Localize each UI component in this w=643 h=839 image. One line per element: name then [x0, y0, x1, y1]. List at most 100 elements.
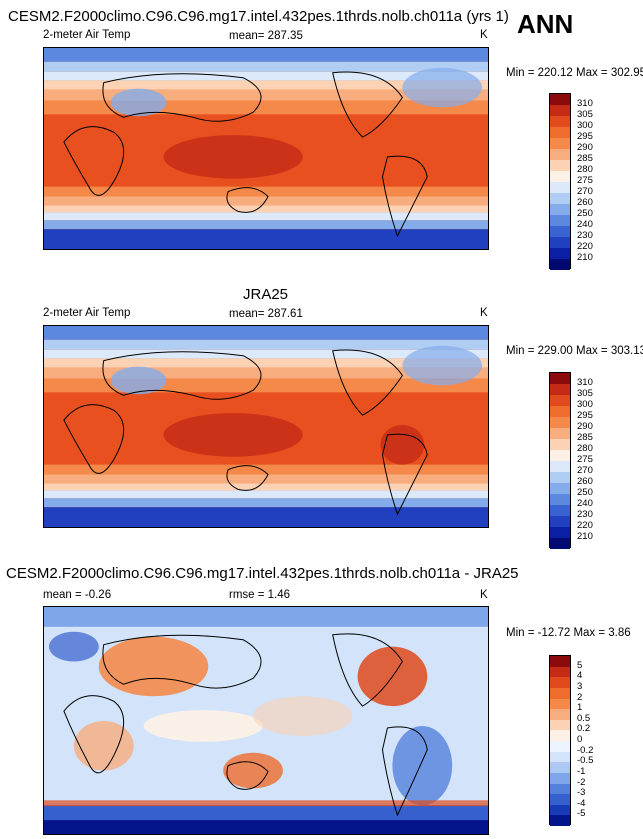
colorbar-swatch — [550, 384, 570, 395]
colorbar-swatch — [550, 127, 570, 138]
colorbar-swatch — [550, 259, 570, 270]
panel1-variable: 2-meter Air Temp — [43, 29, 131, 41]
colorbar-tick-label: 300 — [577, 120, 593, 131]
colorbar-swatch — [550, 772, 570, 784]
colorbar-tick-label: 295 — [577, 410, 593, 421]
colorbar-tick-label: 305 — [577, 388, 593, 399]
panel3-title: CESM2.F2000climo.C96.C96.mg17.intel.432p… — [6, 565, 519, 582]
colorbar-tick-label: -3 — [577, 787, 586, 799]
colorbar-swatch — [550, 237, 570, 248]
panel2-mean: mean= 287.61 — [229, 308, 303, 320]
colorbar-swatch — [550, 428, 570, 439]
colorbar-swatch — [550, 406, 570, 417]
colorbar-swatch — [550, 815, 570, 826]
colorbar-tick-label: 5 — [577, 659, 583, 671]
colorbar-swatch — [550, 105, 570, 116]
colorbar-tick-label: 260 — [577, 476, 593, 487]
colorbar-tick-label: 230 — [577, 509, 593, 520]
colorbar-swatch — [550, 527, 570, 538]
panel2-map — [43, 325, 489, 528]
colorbar-tick-label: 210 — [577, 252, 593, 263]
colorbar-swatch — [550, 709, 570, 720]
colorbar-swatch — [550, 226, 570, 237]
colorbar-tick-label: 2 — [577, 691, 583, 703]
panel2-variable: 2-meter Air Temp — [43, 307, 131, 319]
colorbar-swatch — [550, 204, 570, 215]
colorbar-swatch — [550, 171, 570, 182]
panel3-units: K — [480, 589, 488, 601]
colorbar-tick-label: 310 — [577, 98, 593, 109]
colorbar-tick-label: 270 — [577, 186, 593, 197]
colorbar-tick-label: 290 — [577, 142, 593, 153]
colorbar-tick-label: 0.2 — [577, 723, 591, 735]
colorbar-swatch — [550, 94, 570, 105]
panel2-map-field — [44, 326, 488, 527]
colorbar-tick-label: 275 — [577, 454, 593, 465]
colorbar-swatch — [550, 730, 570, 741]
colorbar-tick-label: 275 — [577, 175, 593, 186]
colorbar-tick-label: 0.5 — [577, 712, 591, 724]
panel3-map — [43, 606, 489, 835]
colorbar-tick-label: 210 — [577, 531, 593, 542]
panel3-map-field — [44, 607, 488, 834]
colorbar-tick-label: 270 — [577, 465, 593, 476]
colorbar-swatch — [550, 538, 570, 549]
colorbar-swatch — [550, 193, 570, 204]
colorbar-swatch — [550, 783, 570, 795]
colorbar-tick-label: 280 — [577, 164, 593, 175]
colorbar-swatch — [550, 116, 570, 127]
panel3-rmse: rmse = 1.46 — [229, 589, 291, 601]
colorbar-tick-label: 285 — [577, 153, 593, 164]
colorbar-swatch — [550, 248, 570, 259]
colorbar-swatch — [550, 698, 570, 710]
colorbar-tick-label: 240 — [577, 219, 593, 230]
panel1-title: CESM2.F2000climo.C96.C96.mg17.intel.432p… — [8, 8, 509, 25]
colorbar-tick-label: 220 — [577, 241, 593, 252]
colorbar-swatch — [550, 804, 570, 816]
panel1-map — [43, 47, 489, 250]
colorbar-tick-label: -2 — [577, 776, 586, 788]
panel2-units: K — [480, 307, 488, 319]
colorbar-swatch — [550, 461, 570, 472]
colorbar-swatch — [550, 395, 570, 406]
colorbar-swatch — [550, 417, 570, 428]
panel1-units: K — [480, 29, 488, 41]
colorbar-tick-label: 220 — [577, 520, 593, 531]
colorbar-tick-label: 250 — [577, 208, 593, 219]
colorbar-swatch — [550, 450, 570, 461]
colorbar-swatch — [550, 656, 570, 667]
panel2-title: JRA25 — [243, 286, 289, 303]
colorbar-swatch — [550, 138, 570, 149]
colorbar-tick-label: 250 — [577, 487, 593, 498]
colorbar-swatch — [550, 687, 570, 699]
panel1-mean: mean= 287.35 — [229, 30, 303, 42]
colorbar-swatch — [550, 182, 570, 193]
panel3-colorbar — [549, 655, 571, 826]
colorbar-swatch — [550, 472, 570, 483]
colorbar-tick-label: -0.2 — [577, 744, 594, 756]
colorbar-swatch — [550, 794, 570, 805]
panel1-map-field — [44, 48, 488, 249]
colorbar-tick-label: -0.5 — [577, 755, 594, 767]
colorbar-tick-label: 295 — [577, 131, 593, 142]
colorbar-swatch — [550, 751, 570, 763]
colorbar-swatch — [550, 505, 570, 516]
colorbar-swatch — [550, 494, 570, 505]
colorbar-tick-label: 300 — [577, 399, 593, 410]
colorbar-tick-label: 240 — [577, 498, 593, 509]
colorbar-swatch — [550, 741, 570, 752]
panel1-colorbar — [549, 93, 571, 270]
colorbar-tick-label: -5 — [577, 808, 586, 820]
panel1-minmax: Min = 220.12 Max = 302.95 — [506, 67, 643, 79]
colorbar-tick-label: 230 — [577, 230, 593, 241]
panel3-minmax: Min = -12.72 Max = 3.86 — [506, 627, 631, 639]
colorbar-tick-label: 305 — [577, 109, 593, 120]
panel2-minmax: Min = 229.00 Max = 303.13 — [506, 345, 643, 357]
colorbar-swatch — [550, 677, 570, 688]
season-label: ANN — [517, 9, 574, 39]
colorbar-tick-label: -4 — [577, 797, 586, 809]
colorbar-swatch — [550, 516, 570, 527]
colorbar-tick-label: 310 — [577, 377, 593, 388]
colorbar-swatch — [550, 373, 570, 384]
colorbar-swatch — [550, 160, 570, 171]
